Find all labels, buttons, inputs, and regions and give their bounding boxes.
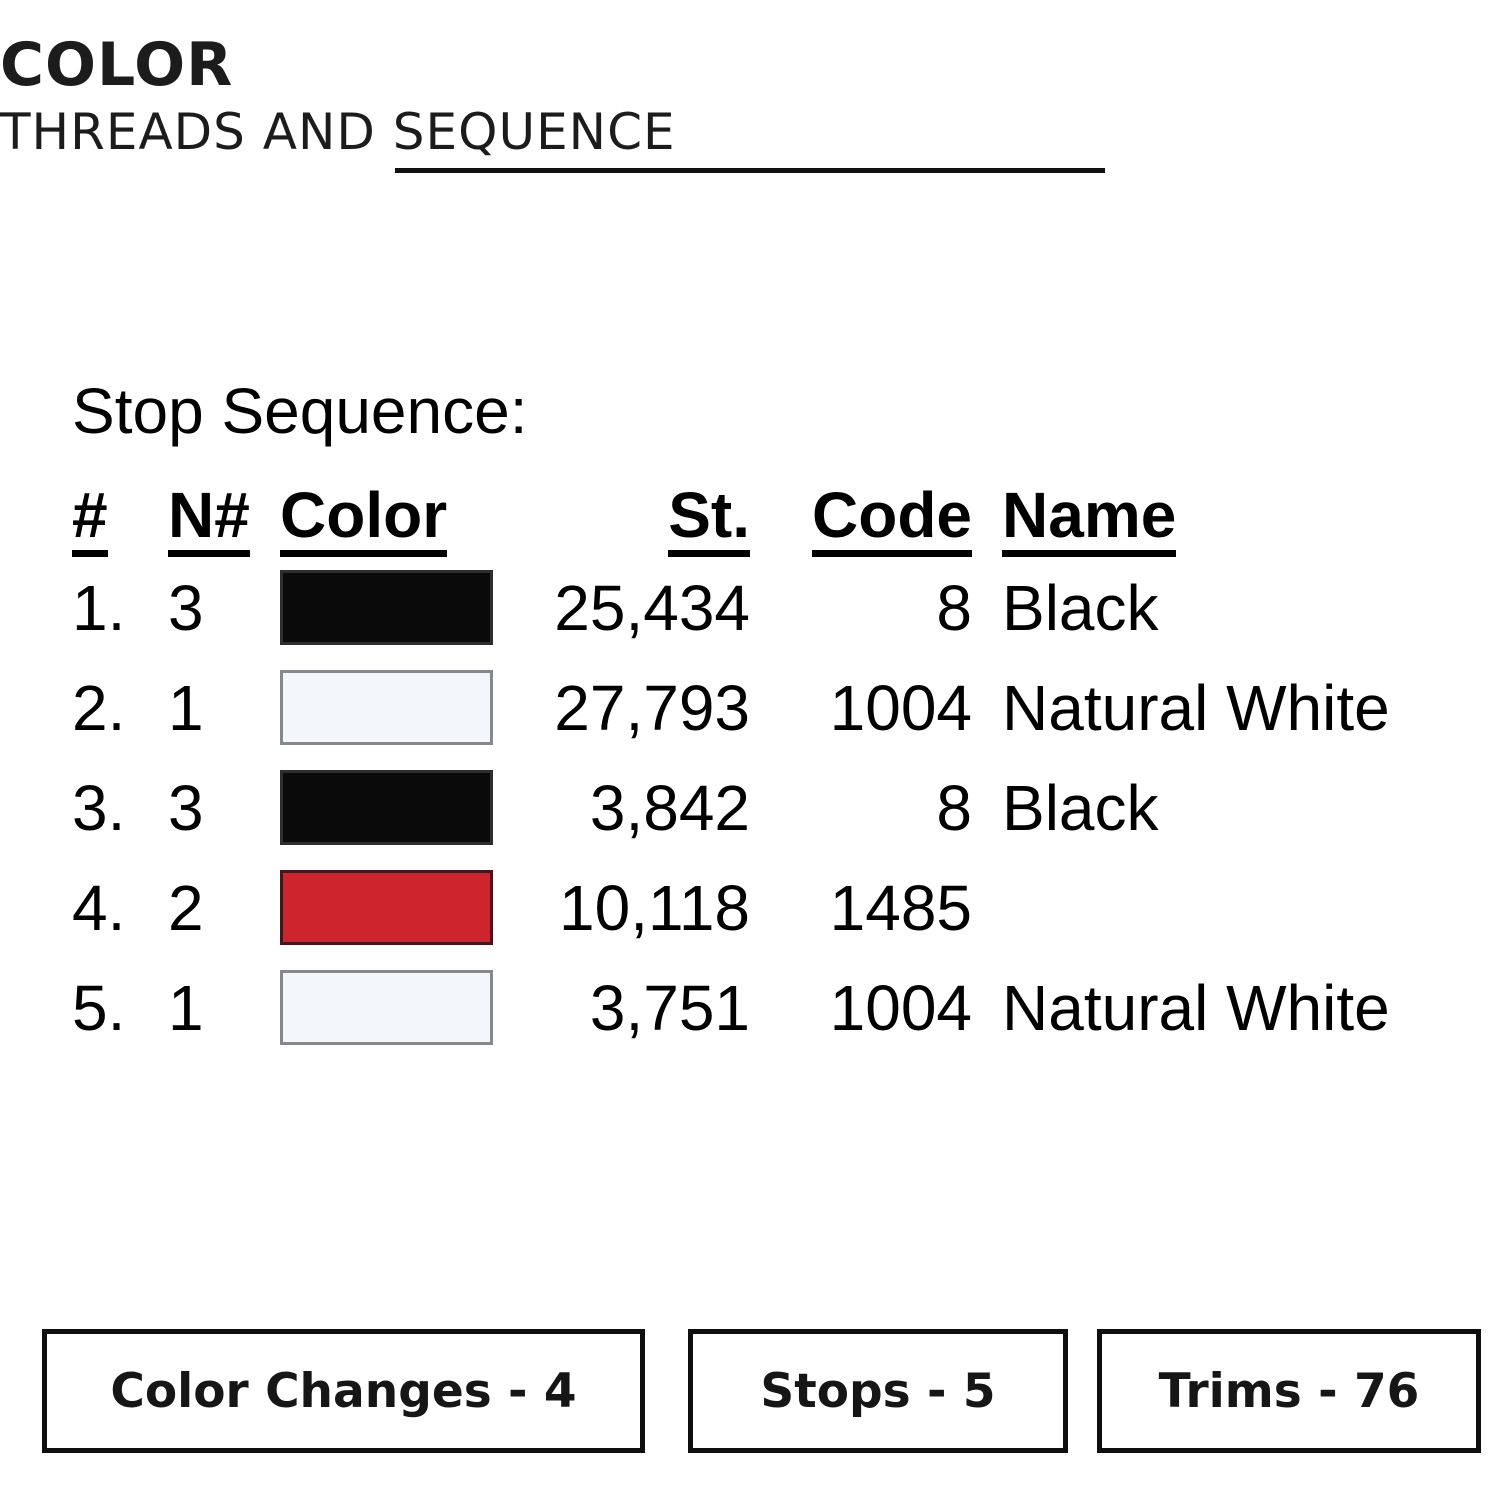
col-header-stitches: St. [517,470,750,570]
page-subtitle: THREADS AND SEQUENCE [0,103,676,161]
summary-label-stops: Stops - 5 [760,1363,996,1419]
col-header-color: Color [280,470,517,570]
summary-label-color-changes: Color Changes - 4 [110,1363,577,1419]
color-name: Black [1002,771,1159,844]
color-swatch-red [280,870,493,945]
table-row: 3. 3 3,842 8 Black [72,770,1462,870]
needle-number: 3 [168,571,204,644]
col-header-name: Name [972,470,1402,570]
title-underline [395,168,1105,173]
col-header-code: Code [750,470,972,570]
color-name: Natural White [1002,671,1390,744]
stop-sequence-heading: Stop Sequence: [72,375,528,447]
table-body: 1. 3 25,434 8 Black 2. 1 27,793 1004 Nat… [72,570,1462,1070]
col-header-needle: N# [168,470,280,570]
summary-box-color-changes: Color Changes - 4 [42,1329,645,1453]
row-number: 3. [72,771,126,844]
page-title: COLOR [0,30,234,100]
color-code: 1004 [829,971,972,1044]
col-header-number: # [72,470,168,570]
table-row: 1. 3 25,434 8 Black [72,570,1462,670]
color-name: Black [1002,571,1159,644]
color-code: 8 [936,771,972,844]
needle-number: 3 [168,771,204,844]
table-row: 4. 2 10,118 1485 [72,870,1462,970]
color-code: 8 [936,571,972,644]
summary-box-stops: Stops - 5 [688,1329,1068,1453]
stitch-count: 3,751 [589,971,750,1044]
color-swatch-black [280,570,493,645]
row-number: 5. [72,971,126,1044]
needle-number: 1 [168,971,204,1044]
summary-label-trims: Trims - 76 [1158,1363,1420,1419]
color-swatch-natural-white [280,670,493,745]
table-row: 5. 1 3,751 1004 Natural White [72,970,1462,1070]
color-name: Natural White [1002,971,1390,1044]
row-number: 4. [72,871,126,944]
needle-number: 2 [168,871,204,944]
row-number: 1. [72,571,126,644]
color-code: 1004 [829,671,972,744]
summary-box-trims: Trims - 76 [1097,1329,1481,1453]
stitch-count: 27,793 [554,671,750,744]
needle-number: 1 [168,671,204,744]
color-swatch-natural-white [280,970,493,1045]
sequence-table: # N# Color St. Code Name 1. 3 25,434 8 B… [72,470,1462,1070]
stitch-count: 10,118 [559,871,750,944]
table-header-row: # N# Color St. Code Name [72,470,1462,570]
row-number: 2. [72,671,126,744]
stitch-count: 25,434 [554,571,750,644]
color-swatch-black [280,770,493,845]
stitch-count: 3,842 [589,771,750,844]
color-name [972,870,1402,945]
table-row: 2. 1 27,793 1004 Natural White [72,670,1462,770]
color-code: 1485 [829,871,972,944]
